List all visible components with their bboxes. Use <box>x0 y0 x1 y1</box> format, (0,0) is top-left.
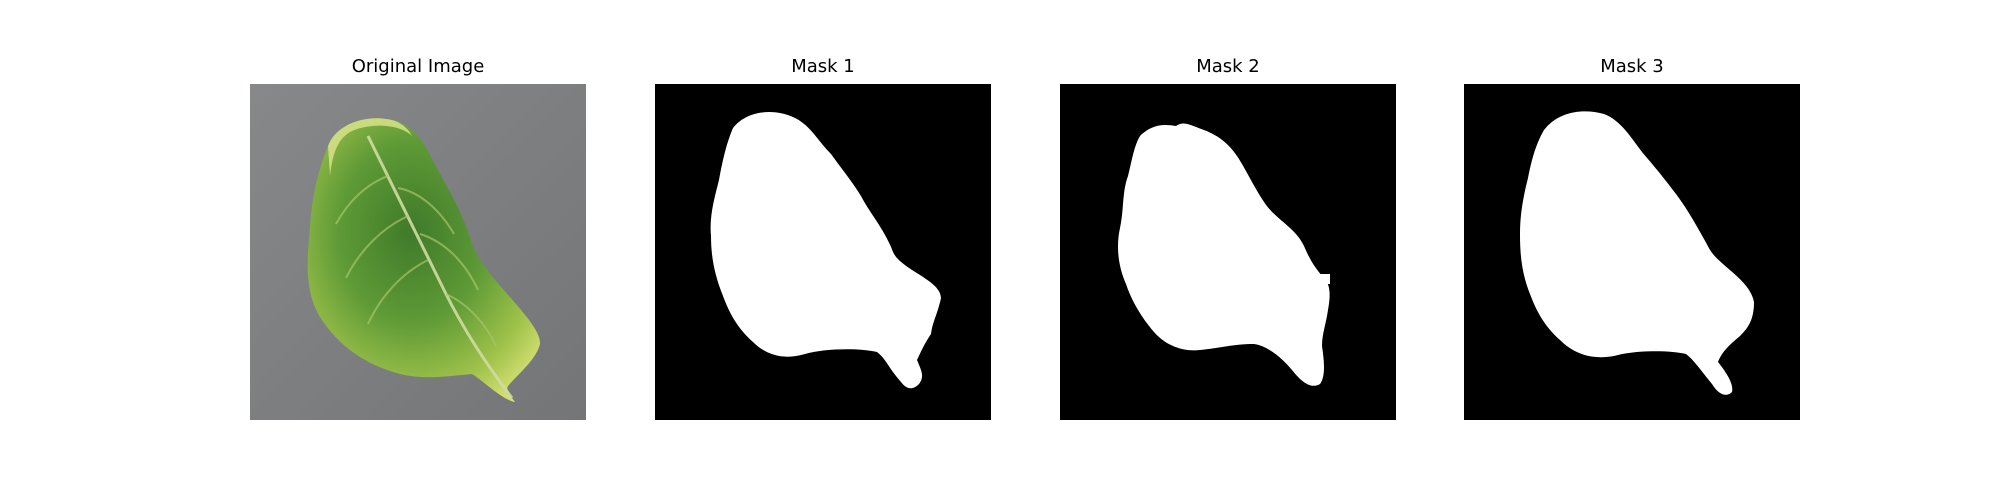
original-leaf-photo <box>250 84 586 420</box>
panel-mask-3: Mask 3 <box>1464 0 1800 430</box>
panel-title: Mask 1 <box>791 56 855 77</box>
mask-3-image <box>1464 84 1800 420</box>
panel-title: Mask 2 <box>1196 56 1260 77</box>
panel-title: Original Image <box>351 56 485 77</box>
panel-original-image: Original Image <box>250 0 586 430</box>
panel-mask-1: Mask 1 <box>655 0 991 430</box>
panel-mask-2: Mask 2 <box>1060 0 1396 430</box>
mask-1-image <box>655 84 991 420</box>
panel-title: Mask 3 <box>1600 56 1664 77</box>
mask-2-image <box>1060 84 1396 420</box>
